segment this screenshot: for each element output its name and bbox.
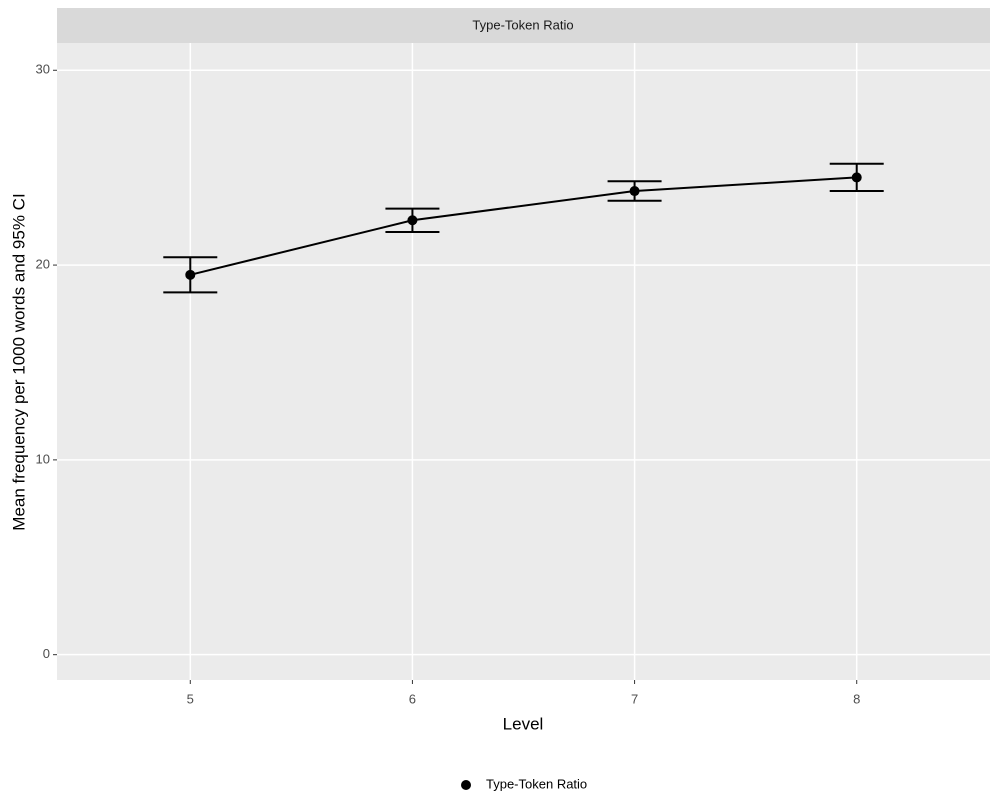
chart-title: Type-Token Ratio [472, 17, 573, 32]
plot-layer: 0 10 20 30 5 6 7 8 Type-Token Ratio [36, 43, 990, 791]
x-tick-label: 7 [631, 691, 638, 706]
x-tick-label: 5 [187, 691, 194, 706]
x-tick-label: 6 [409, 691, 416, 706]
y-tick-label: 10 [36, 451, 50, 466]
point [185, 269, 196, 280]
facet-strip [57, 8, 990, 43]
point [407, 215, 418, 226]
y-tick-label: 20 [36, 257, 50, 272]
point [851, 172, 862, 183]
line [190, 176, 857, 276]
x-axis-label: Level [503, 714, 544, 733]
legend-label: Type-Token Ratio [486, 776, 587, 791]
y-tick-label: 0 [43, 646, 50, 661]
legend-marker [461, 780, 471, 790]
x-tick-label: 8 [853, 691, 860, 706]
y-axis-label: Mean frequency per 1000 words and 95% CI [9, 193, 28, 530]
panel [57, 43, 990, 680]
y-tick-label: 30 [36, 62, 50, 77]
point [629, 186, 640, 197]
